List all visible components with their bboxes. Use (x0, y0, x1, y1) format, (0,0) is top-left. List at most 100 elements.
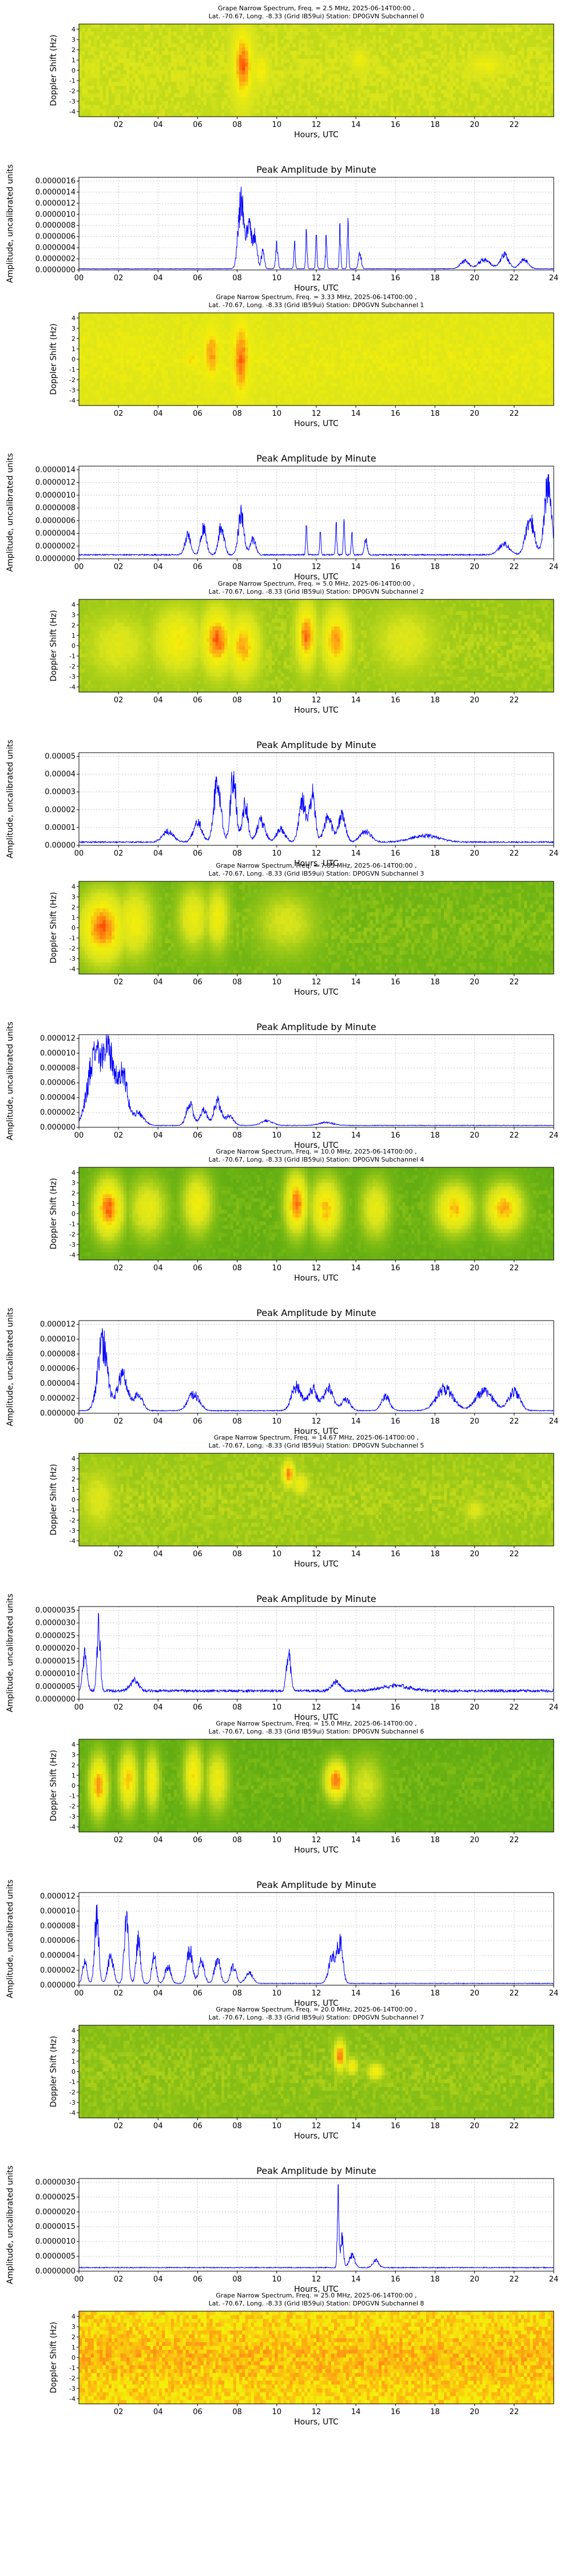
heatmap-cell (275, 43, 278, 47)
heatmap-cell (334, 66, 337, 70)
heatmap-cell (82, 86, 85, 90)
heatmap-cell (245, 51, 249, 55)
heatmap-cell (245, 324, 249, 328)
heatmap-cell (548, 78, 551, 82)
heatmap-cell (150, 97, 154, 101)
heatmap-cell (117, 321, 121, 325)
heatmap-cell (316, 32, 320, 36)
heatmap-cell (150, 74, 154, 78)
heatmap-cell (388, 97, 391, 101)
heatmap-cell (414, 317, 418, 321)
heatmap-cell (299, 328, 302, 332)
heatmap-cell (304, 55, 308, 59)
heatmap-cell (307, 28, 311, 32)
heatmap-cell (269, 113, 272, 117)
heatmap-cell (322, 28, 325, 32)
heatmap-cell (358, 97, 362, 101)
heatmap-cell (307, 66, 311, 70)
heatmap-cell (186, 47, 189, 51)
heatmap-cell (304, 90, 308, 94)
heatmap-cell (364, 97, 367, 101)
heatmap-cell (112, 59, 115, 63)
heatmap-cell (483, 66, 486, 70)
heatmap-cell (548, 32, 551, 36)
heatmap-cell (216, 94, 219, 98)
heatmap-cell (325, 78, 329, 82)
heatmap-cell (236, 332, 240, 336)
heatmap-cell (281, 70, 284, 74)
heatmap-cell (402, 94, 406, 98)
heatmap-cell (432, 47, 435, 51)
heatmap-cell (488, 47, 492, 51)
heatmap-cell (394, 59, 397, 63)
heatmap-cell (236, 78, 240, 82)
heatmap-cell (515, 328, 519, 332)
heatmap-cell (236, 321, 240, 325)
heatmap-cell (325, 47, 329, 51)
heatmap-cell (411, 113, 415, 117)
heatmap-cell (85, 332, 88, 336)
heatmap-cell (346, 86, 349, 90)
heatmap-cell (459, 70, 462, 74)
heatmap-cell (136, 55, 139, 59)
heatmap-cell (506, 55, 510, 59)
heatmap-cell (506, 74, 510, 78)
heatmap-cell (417, 43, 420, 47)
heatmap-cell (91, 328, 94, 332)
heatmap-cell (456, 47, 459, 51)
heatmap-cell (352, 317, 355, 321)
heatmap-cell (331, 35, 335, 39)
x-tick-label: 22 (510, 274, 519, 283)
heatmap-cell (141, 321, 145, 325)
heatmap-cell (429, 321, 432, 325)
heatmap-cell (121, 82, 124, 86)
heatmap-cell (313, 55, 317, 59)
heatmap-cell (311, 317, 314, 321)
y-tick-label: 0.0000000 (35, 266, 76, 275)
y-axis-label: Amplitude, uncalibrated units (6, 164, 15, 283)
heatmap-cell (293, 109, 296, 113)
heatmap-cell (394, 35, 397, 39)
heatmap-cell (269, 47, 272, 51)
heatmap-cell (343, 28, 347, 32)
heatmap-cell (212, 328, 216, 332)
heatmap-cell (132, 109, 136, 113)
heatmap-cell (486, 55, 489, 59)
heatmap-cell (126, 317, 130, 321)
heatmap-cell (227, 328, 231, 332)
heatmap-cell (438, 313, 442, 317)
heatmap-cell (382, 90, 385, 94)
heatmap-cell (429, 28, 432, 32)
heatmap-cell (138, 66, 142, 70)
heatmap-cell (373, 109, 376, 113)
heatmap-cell (396, 59, 400, 63)
heatmap-cell (494, 94, 498, 98)
heatmap-cell (88, 39, 92, 43)
heatmap-cell (194, 66, 198, 70)
heatmap-cell (124, 51, 127, 55)
heatmap-cell (432, 105, 435, 109)
heatmap-cell (168, 332, 172, 336)
heatmap-cell (486, 66, 489, 70)
heatmap-cell (224, 70, 228, 74)
heatmap-cell (382, 51, 385, 55)
heatmap-cell (150, 94, 154, 98)
heatmap-cell (307, 332, 311, 336)
heatmap-cell (426, 101, 430, 105)
heatmap-cell (391, 86, 394, 90)
heatmap-cell (399, 47, 403, 51)
heatmap-cell (156, 70, 160, 74)
heatmap-cell (296, 70, 299, 74)
heatmap-cell (346, 332, 349, 336)
heatmap-cell (147, 94, 150, 98)
heatmap-cell (242, 317, 245, 321)
heatmap-cell (509, 313, 513, 317)
heatmap-cell (224, 35, 228, 39)
heatmap-cell (206, 66, 210, 70)
heatmap-cell (319, 70, 323, 74)
heatmap-cell (109, 97, 112, 101)
heatmap-cell (192, 109, 195, 113)
heatmap-cell (429, 35, 432, 39)
heatmap-cell (299, 82, 302, 86)
heatmap-cell (459, 43, 462, 47)
